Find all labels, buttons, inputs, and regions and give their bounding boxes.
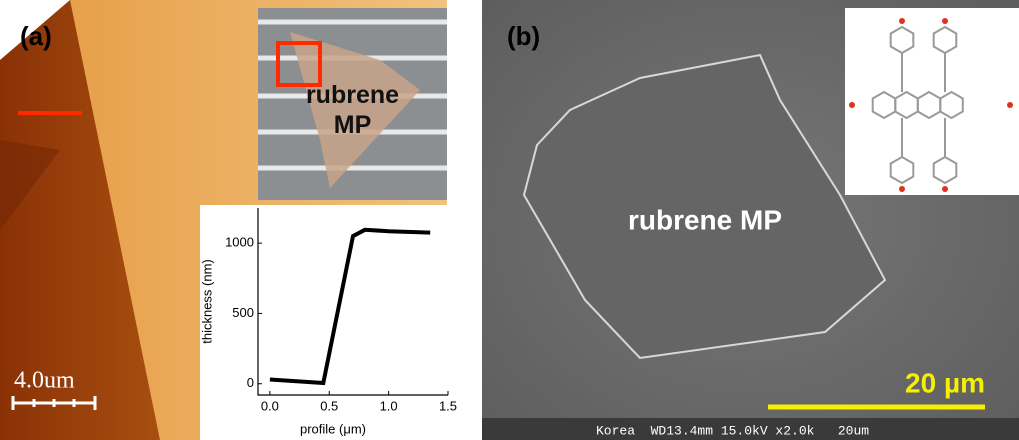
molecule-atom: [899, 18, 905, 24]
molecule-atom: [849, 102, 855, 108]
y-tick-label: 0: [247, 375, 254, 390]
sem-footer: Korea WD13.4mm 15.0kV x2.0k 20um: [596, 423, 869, 438]
x-tick-label: 1.5: [439, 398, 457, 413]
optical-label: rubrene MP: [295, 80, 410, 140]
y-tick-label: 500: [232, 305, 254, 320]
molecule-atom: [942, 186, 948, 192]
x-tick-label: 1.0: [380, 398, 398, 413]
scale-bar-label: 4.0um: [14, 368, 75, 394]
molecule-inset: [845, 8, 1019, 195]
y-tick-label: 1000: [225, 235, 254, 250]
molecule-atom: [899, 186, 905, 192]
figure: (a) rubrene MP 4.0um (b) rubrene MP 20 µ…: [0, 0, 1019, 440]
molecule-atom: [1007, 102, 1013, 108]
x-axis-label: profile (μm): [300, 421, 366, 436]
x-tick-label: 0.0: [261, 398, 279, 413]
particle-label: rubrene MP: [628, 204, 782, 235]
panel-label: (b): [507, 21, 540, 51]
molecule-atom: [942, 18, 948, 24]
y-axis-label: thickness (nm): [199, 259, 214, 344]
x-tick-label: 0.5: [320, 398, 338, 413]
scale-bar-label: 20 µm: [905, 367, 985, 398]
panel-label: (a): [20, 21, 52, 51]
